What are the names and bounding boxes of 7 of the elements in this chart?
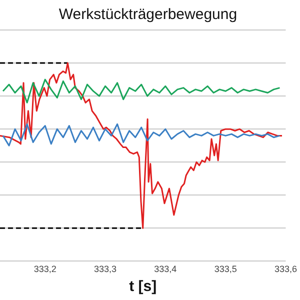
x-tick-label: 333,2 bbox=[34, 264, 56, 274]
x-tick-label: 333,6 bbox=[274, 264, 298, 274]
x-tick-label: 333,4 bbox=[154, 264, 177, 274]
chart-title: Werkstückträgerbewegung bbox=[58, 6, 238, 24]
x-tick-label: 333,5 bbox=[214, 264, 237, 274]
x-tick-label: 333,3 bbox=[94, 264, 117, 274]
x-axis-title: t [s] bbox=[129, 278, 157, 296]
